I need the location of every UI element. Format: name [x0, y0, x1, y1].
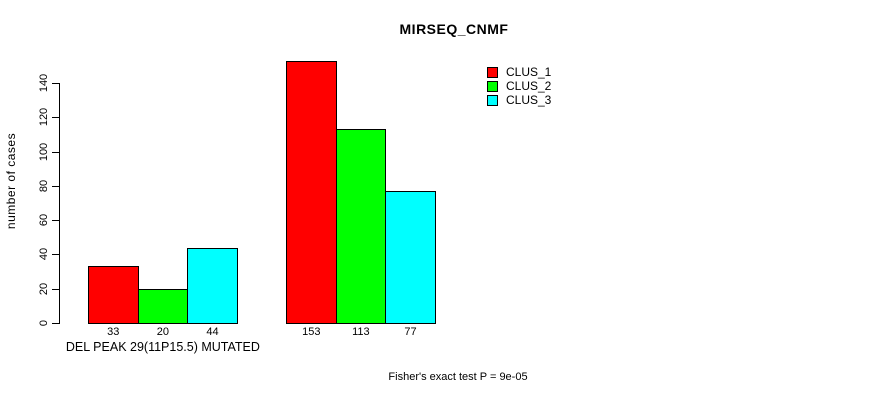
chart-title: MIRSEQ_CNMF	[399, 21, 509, 37]
legend-item-clus_3: CLUS_3	[487, 93, 551, 107]
bar-clus_2-group1	[137, 288, 189, 324]
y-tick-label: 140	[38, 73, 50, 93]
y-tick	[52, 220, 59, 222]
bar-value-label: 113	[352, 326, 370, 338]
bar-value-label: 153	[302, 326, 321, 338]
bar-clus_2-group2	[335, 129, 387, 324]
legend-label: CLUS_3	[506, 93, 552, 107]
bar-value-label: 77	[404, 326, 417, 338]
legend-label: CLUS_1	[506, 65, 552, 79]
y-tick	[52, 288, 59, 290]
legend-item-clus_2: CLUS_2	[487, 79, 551, 93]
bar-value-label: 44	[206, 326, 219, 338]
x-group-label: DEL PEAK 29(11P15.5) MUTATED	[65, 340, 260, 354]
y-axis-line	[59, 83, 60, 324]
y-tick-label: 40	[38, 248, 50, 261]
y-tick	[52, 254, 59, 256]
bar-clus_3-group2	[385, 191, 436, 324]
y-axis-label: number of cases	[4, 132, 18, 230]
legend-swatch-icon	[487, 80, 498, 92]
legend-item-clus_1: CLUS_1	[487, 65, 551, 79]
bar-clus_1-group2	[286, 60, 337, 324]
bar-clus_3-group1	[187, 247, 238, 324]
y-tick	[52, 83, 59, 84]
y-tick	[52, 117, 59, 119]
bar-value-label: 33	[107, 326, 120, 338]
y-tick-label: 60	[38, 214, 50, 227]
legend-swatch-icon	[487, 66, 498, 78]
y-tick	[52, 185, 59, 187]
y-tick-label: 120	[38, 108, 50, 127]
legend-label: CLUS_2	[506, 79, 552, 93]
y-tick-label: 0	[38, 319, 50, 327]
y-tick	[52, 151, 59, 153]
legend: CLUS_1 CLUS_2 CLUS_3	[487, 65, 551, 107]
legend-swatch-icon	[487, 94, 498, 106]
y-tick-label: 20	[38, 282, 50, 295]
footnote-text: Fisher's exact test P = 9e-05	[388, 371, 528, 383]
bar-clus_1-group1	[88, 266, 139, 324]
bar-value-label: 20	[156, 326, 170, 338]
y-tick-label: 80	[38, 179, 50, 192]
y-tick	[52, 323, 59, 324]
y-tick-label: 100	[38, 142, 50, 161]
